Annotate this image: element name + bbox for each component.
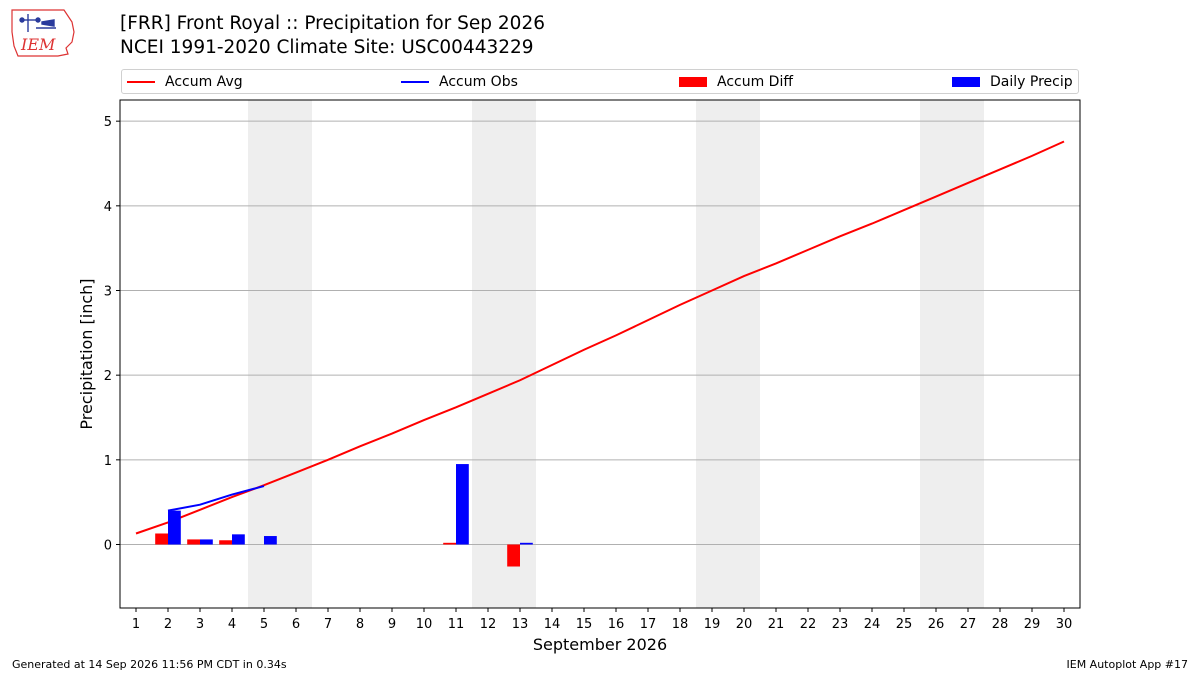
x-tick-label-10: 10 xyxy=(416,617,433,632)
x-tick-label-2: 2 xyxy=(164,617,172,632)
daily-precip-bar-11 xyxy=(456,464,469,545)
y-tick-label-0: 0 xyxy=(104,539,112,554)
x-tick-label-24: 24 xyxy=(864,617,881,632)
logo-text: IEM xyxy=(20,35,56,54)
legend-swatch-accum-avg xyxy=(127,81,155,83)
x-tick-label-14: 14 xyxy=(544,617,561,632)
legend-swatch-accum-obs xyxy=(401,81,429,83)
daily-precip-bar-13 xyxy=(520,542,533,545)
chart-title: [FRR] Front Royal :: Precipitation for S… xyxy=(120,12,545,60)
weekend-band-1 xyxy=(472,100,536,608)
daily-precip-bar-2 xyxy=(168,510,181,545)
title-line-2: NCEI 1991-2020 Climate Site: USC00443229 xyxy=(120,37,534,58)
accum-diff-bar-2 xyxy=(155,533,168,545)
weekend-band-2 xyxy=(696,100,760,608)
x-tick-label-13: 13 xyxy=(512,617,529,632)
y-tick-label-2: 2 xyxy=(104,369,112,384)
x-axis-label: September 2026 xyxy=(533,635,667,654)
x-tick-label-16: 16 xyxy=(608,617,625,632)
y-tick-label-3: 3 xyxy=(104,285,112,300)
weather-station-icon xyxy=(19,14,56,32)
footer-app-id: IEM Autoplot App #17 xyxy=(1066,658,1189,671)
footer-generated: Generated at 14 Sep 2026 11:56 PM CDT in… xyxy=(12,658,287,671)
accum-diff-bar-3 xyxy=(187,539,200,545)
x-tick-label-15: 15 xyxy=(576,617,593,632)
legend-label-daily-precip: Daily Precip xyxy=(990,74,1073,90)
y-axis-label: Precipitation [inch] xyxy=(77,278,96,429)
legend-item-daily-precip: Daily Precip xyxy=(952,73,1073,91)
plot-frame xyxy=(119,99,1081,609)
legend: Accum Avg Accum Obs Accum Diff Daily Pre… xyxy=(121,69,1079,94)
x-tick-label-20: 20 xyxy=(736,617,753,632)
y-tick-label-4: 4 xyxy=(104,200,112,215)
x-tick-label-12: 12 xyxy=(480,617,497,632)
daily-precip-bar-4 xyxy=(232,534,245,545)
x-tick-label-29: 29 xyxy=(1024,617,1041,632)
accum-diff-bar-11 xyxy=(443,542,456,545)
legend-item-accum-avg: Accum Avg xyxy=(127,73,243,91)
x-tick-label-7: 7 xyxy=(324,617,332,632)
legend-swatch-daily-precip xyxy=(952,77,980,87)
x-tick-label-28: 28 xyxy=(992,617,1009,632)
x-tick-label-6: 6 xyxy=(292,617,300,632)
x-tick-label-9: 9 xyxy=(388,617,396,632)
legend-label-accum-obs: Accum Obs xyxy=(439,74,518,90)
weekend-band-0 xyxy=(248,100,312,608)
x-tick-label-18: 18 xyxy=(672,617,689,632)
x-tick-label-23: 23 xyxy=(832,617,849,632)
x-tick-label-4: 4 xyxy=(228,617,236,632)
x-tick-label-22: 22 xyxy=(800,617,817,632)
x-tick-label-5: 5 xyxy=(260,617,268,632)
legend-swatch-accum-diff xyxy=(679,77,707,87)
title-line-1: [FRR] Front Royal :: Precipitation for S… xyxy=(120,13,545,34)
iem-logo: IEM xyxy=(11,9,75,57)
x-tick-label-17: 17 xyxy=(640,617,657,632)
weekend-band-3 xyxy=(920,100,984,608)
x-tick-label-30: 30 xyxy=(1056,617,1073,632)
legend-label-accum-avg: Accum Avg xyxy=(165,74,243,90)
x-tick-label-25: 25 xyxy=(896,617,913,632)
x-tick-label-21: 21 xyxy=(768,617,785,632)
accum-diff-bar-4 xyxy=(219,540,232,545)
x-tick-label-1: 1 xyxy=(132,617,140,632)
accum-avg-line xyxy=(135,140,1065,535)
x-tick-label-19: 19 xyxy=(704,617,721,632)
x-tick-label-11: 11 xyxy=(448,617,465,632)
x-tick-label-8: 8 xyxy=(356,617,364,632)
legend-label-accum-diff: Accum Diff xyxy=(717,74,794,90)
y-tick-label-1: 1 xyxy=(104,454,112,469)
x-tick-label-26: 26 xyxy=(928,617,945,632)
daily-precip-bar-3 xyxy=(200,539,213,545)
legend-item-accum-obs: Accum Obs xyxy=(401,73,518,91)
accum-diff-bar-13 xyxy=(507,544,520,567)
x-tick-label-27: 27 xyxy=(960,617,977,632)
x-tick-label-3: 3 xyxy=(196,617,204,632)
accum-obs-line xyxy=(167,485,265,512)
legend-item-accum-diff: Accum Diff xyxy=(679,73,793,91)
daily-precip-bar-5 xyxy=(264,536,277,545)
y-tick-label-5: 5 xyxy=(104,115,112,130)
